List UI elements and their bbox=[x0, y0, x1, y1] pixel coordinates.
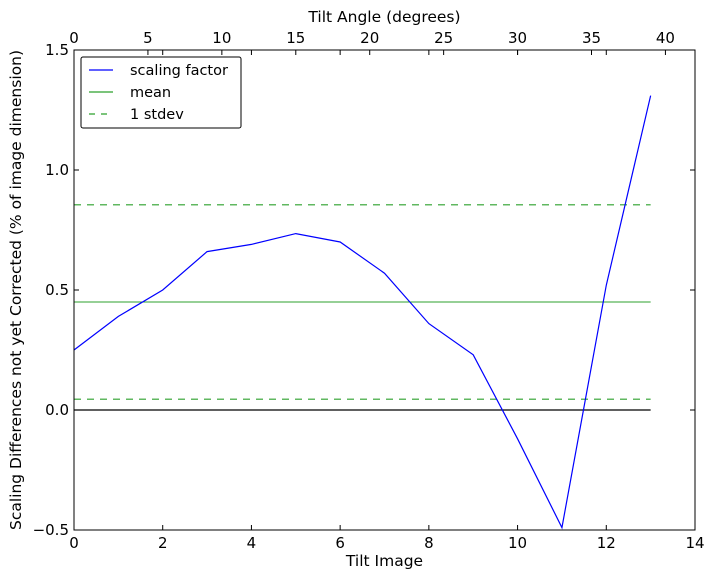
legend: scaling factor mean 1 stdev bbox=[80, 56, 242, 129]
x-tick-label: 0 bbox=[69, 534, 79, 552]
axis-ticks bbox=[73, 49, 696, 531]
x2-tick-label: 5 bbox=[143, 29, 153, 47]
legend-label-1-stdev: 1 stdev bbox=[130, 107, 184, 123]
legend-label-mean: mean bbox=[130, 85, 171, 101]
x2-tick-label: 35 bbox=[582, 29, 601, 47]
x-tick-label: 12 bbox=[597, 534, 616, 552]
y-tick-label: 0.5 bbox=[45, 281, 69, 299]
x-axis-label: Tilt Image bbox=[345, 552, 423, 570]
x-tick-label: 10 bbox=[508, 534, 527, 552]
y-tick-label: 0.0 bbox=[45, 401, 69, 419]
plot-lines bbox=[73, 95, 652, 530]
legend-label-scaling-factor: scaling factor bbox=[130, 63, 228, 79]
y-tick-label: 1.5 bbox=[45, 41, 69, 59]
x2-tick-label: 15 bbox=[286, 29, 305, 47]
axis-tick-labels: 0 2 4 6 8 10 12 14−0.50.00.51.01.50 5 10 15 20 25 30 3… bbox=[33, 29, 705, 552]
top-x-axis-label: Tilt Angle (degrees) bbox=[307, 8, 460, 26]
y-tick-label: 1.0 bbox=[45, 161, 69, 179]
x-tick-label: 4 bbox=[247, 534, 257, 552]
x2-tick-label: 25 bbox=[434, 29, 453, 47]
x2-tick-label: 0 bbox=[69, 29, 79, 47]
x2-tick-label: 40 bbox=[656, 29, 675, 47]
y-tick-label: −0.5 bbox=[33, 521, 69, 539]
x2-tick-label: 10 bbox=[212, 29, 231, 47]
scaling-factor-line bbox=[73, 95, 652, 530]
x-tick-label: 14 bbox=[685, 534, 704, 552]
x2-tick-label: 30 bbox=[508, 29, 527, 47]
y-axis-label: Scaling Differences not yet Corrected (%… bbox=[7, 50, 25, 530]
legend-box bbox=[80, 56, 242, 129]
x-tick-label: 8 bbox=[424, 534, 434, 552]
x-tick-label: 6 bbox=[335, 534, 345, 552]
x-tick-label: 2 bbox=[158, 534, 168, 552]
x2-tick-label: 20 bbox=[360, 29, 379, 47]
